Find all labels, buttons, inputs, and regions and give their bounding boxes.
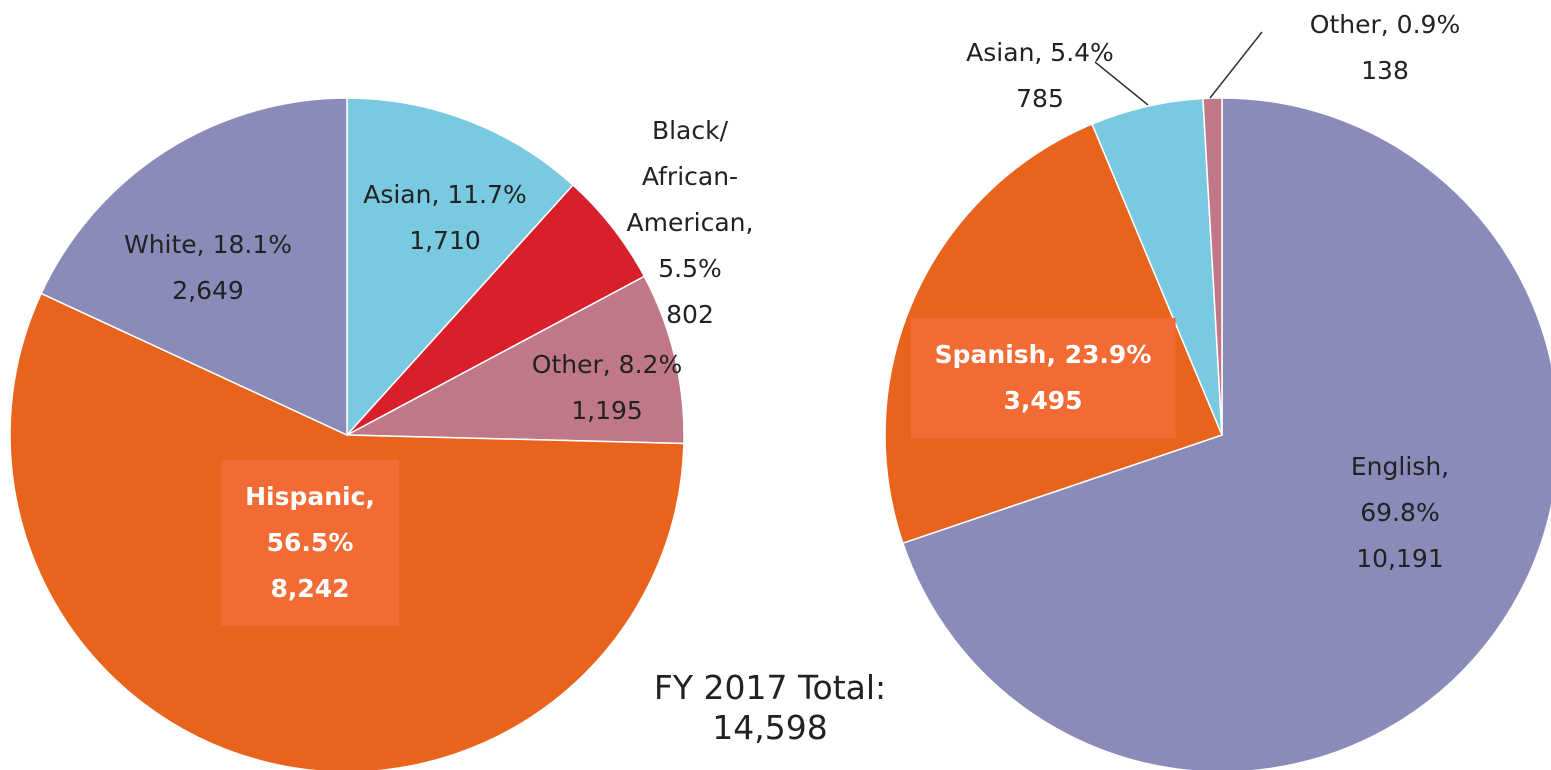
pie-slice [346, 97, 575, 437]
slice-label: Spanish, 23.9% 3,495 [910, 318, 1176, 438]
count-label: 138 [1361, 56, 1409, 85]
value-label: Asian, 5.4% [966, 38, 1114, 67]
slice-label: White, 18.1% 2,649 [124, 222, 292, 314]
annotation-line: FY 2017 Total: [653, 668, 887, 707]
value-label: Black/ African- American, 5.5% [626, 116, 754, 283]
slice-label: Hispanic, 56.5% 8,242 [221, 460, 399, 626]
value-label: Asian, 11.7% [363, 180, 527, 209]
count-label: 8,242 [270, 574, 350, 603]
value-label: English, 69.8% [1350, 452, 1450, 527]
count-label: 3,495 [1003, 386, 1083, 415]
count-label: 802 [666, 300, 714, 329]
count-label: 10,191 [1356, 544, 1444, 573]
pie-slice [901, 97, 1551, 770]
value-label: Other, 8.2% [531, 350, 683, 379]
slice-label: Asian, 11.7% 1,710 [363, 172, 527, 264]
pie-slice [344, 275, 685, 445]
slice-label: Black/ African- American, 5.5% 802 [627, 108, 754, 338]
annotation: FY 2017 Total: 14,598 [654, 668, 886, 748]
leader-line [1209, 31, 1263, 99]
value-label: Hispanic, 56.5% [245, 482, 375, 557]
value-label: Other, 0.9% [1309, 10, 1461, 39]
leader-line [1094, 61, 1149, 106]
count-label: 2,649 [172, 276, 244, 305]
slice-label: Other, 0.9% 138 [1310, 2, 1460, 94]
value-label: Spanish, 23.9% [934, 340, 1152, 369]
annotation-line: 14,598 [712, 708, 828, 747]
slice-label: English, 69.8% 10,191 [1325, 444, 1476, 582]
value-label: White, 18.1% [123, 230, 293, 259]
slice-label: Other, 8.2% 1,195 [532, 342, 682, 434]
pie-slice [40, 97, 348, 437]
count-label: 1,195 [571, 396, 643, 425]
slice-label: Asian, 5.4% 785 [966, 30, 1114, 122]
count-label: 785 [1016, 84, 1064, 113]
count-label: 1,710 [409, 226, 481, 255]
pie-slice [1202, 97, 1223, 436]
